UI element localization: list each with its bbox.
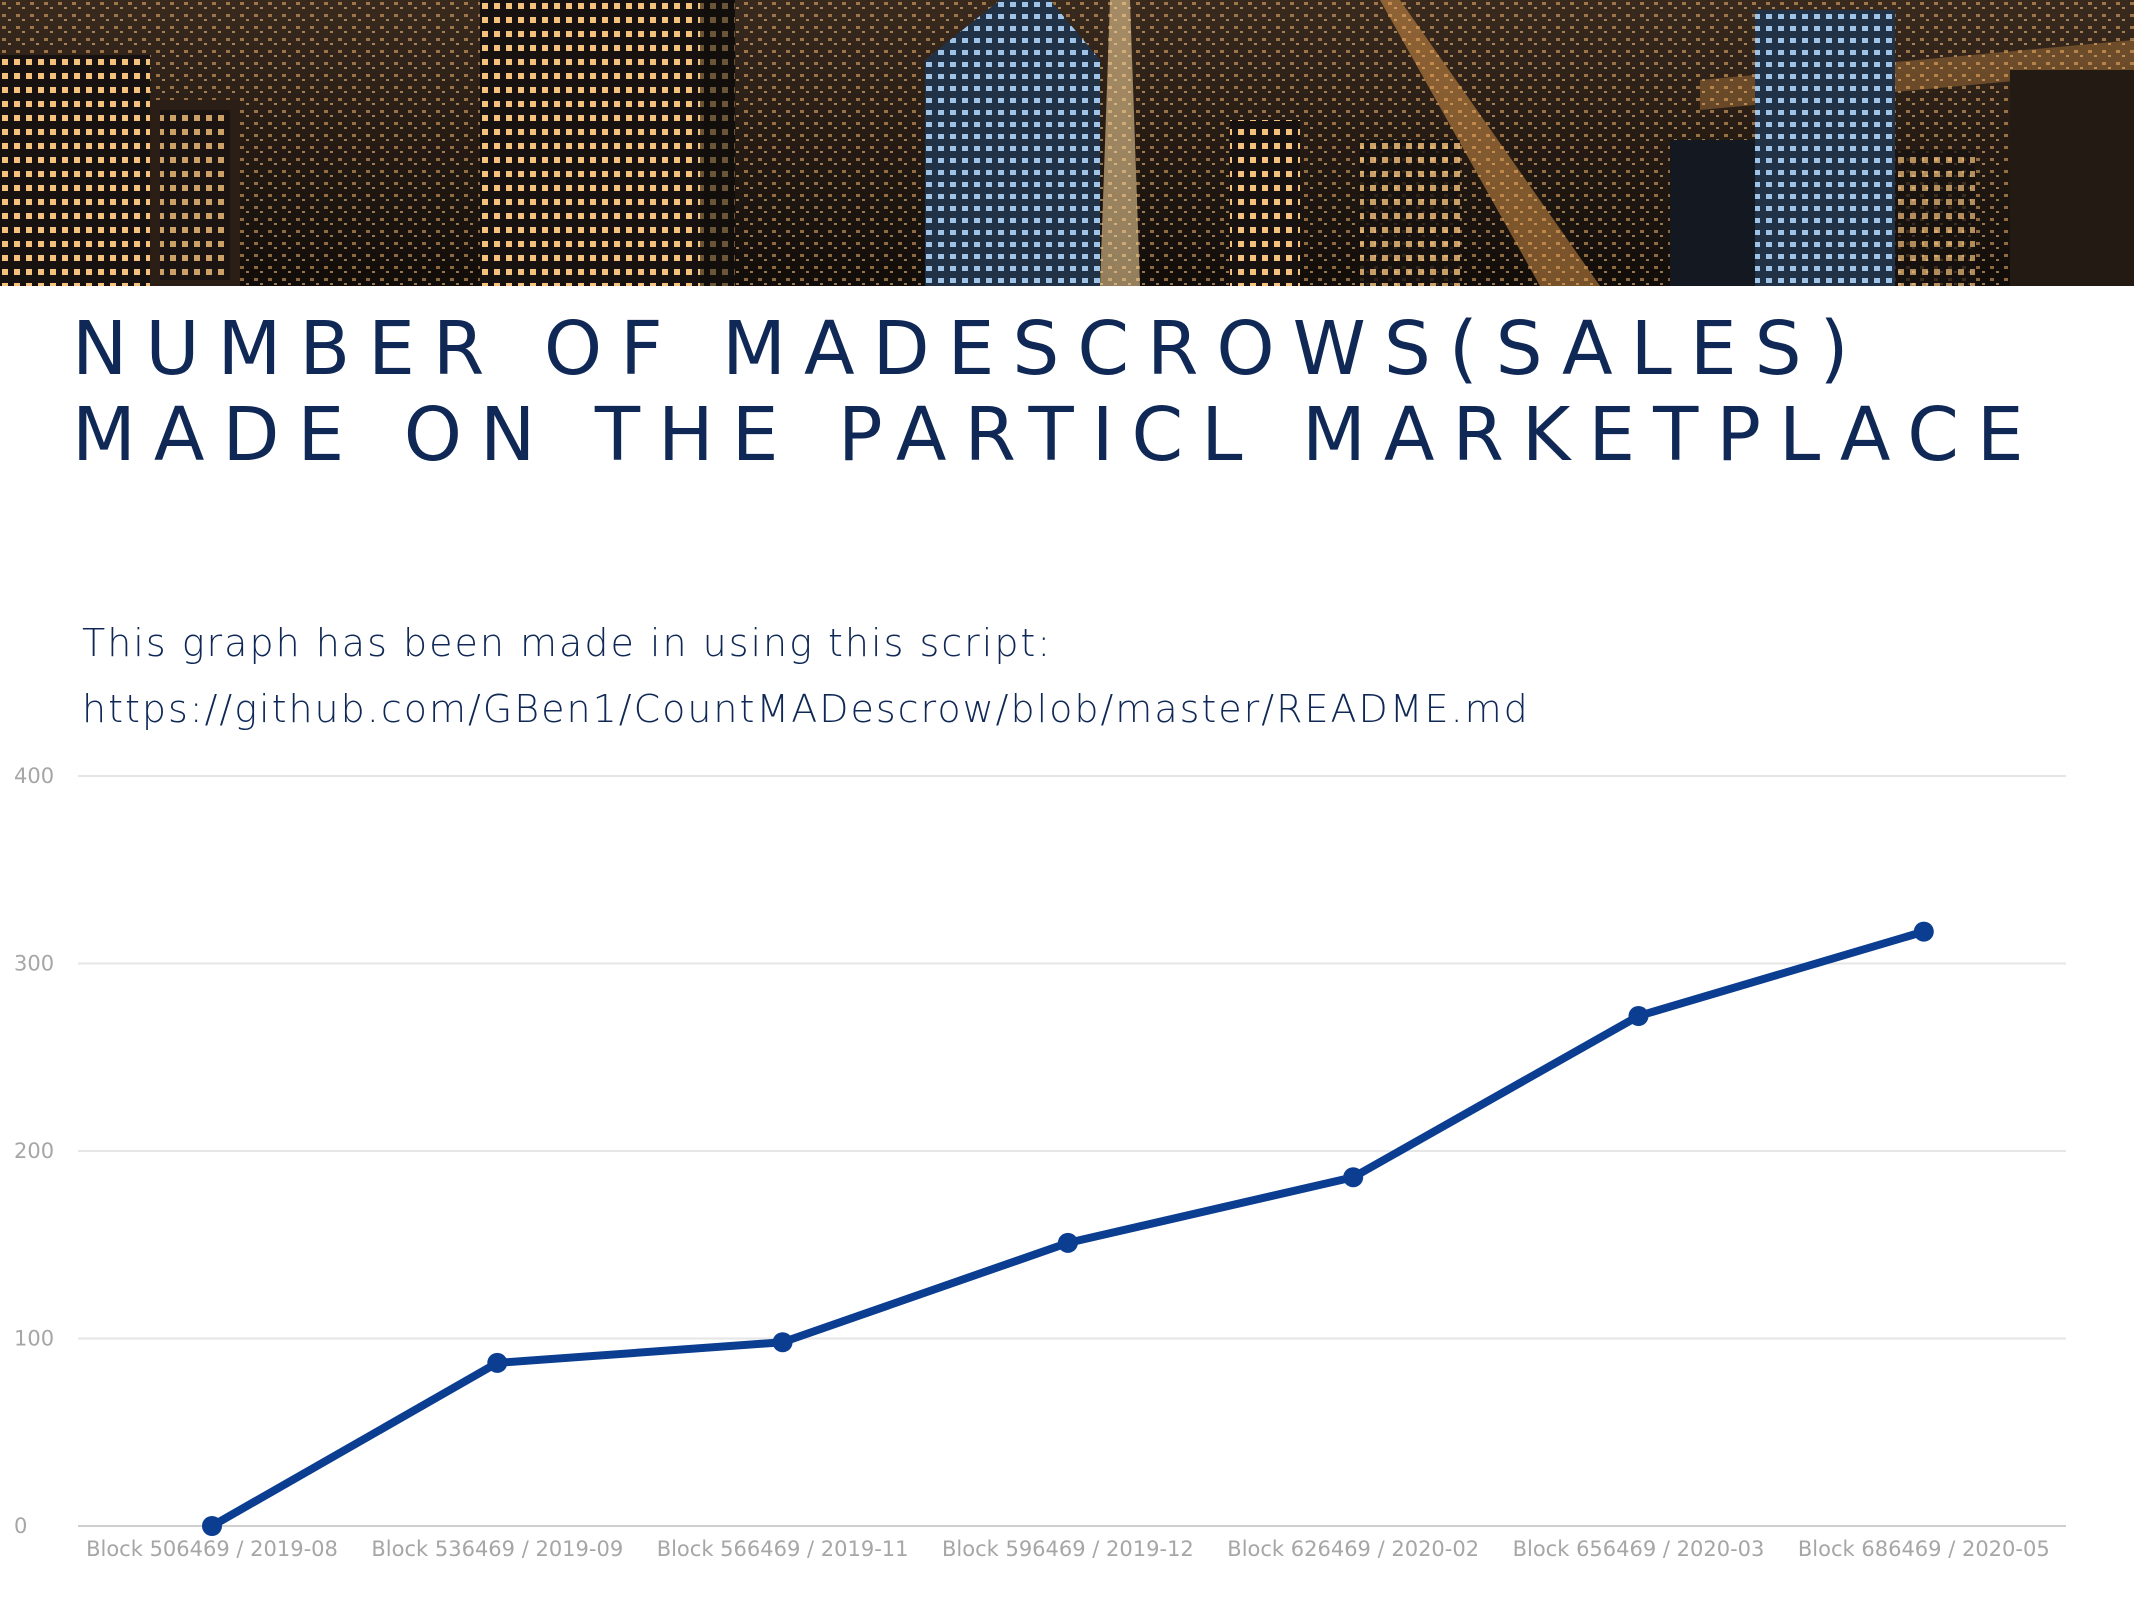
data-point-0-4: [1343, 1167, 1364, 1188]
line-chart-svg: 0 100 200 300 400 Block 506469 / 2019-08 Block…: [14, 764, 2066, 1561]
x-tick-label-1: Block 536469 / 2019-09: [371, 1537, 623, 1561]
x-tick-label-2: Block 566469 / 2019-11: [657, 1537, 909, 1561]
x-tick-label-5: Block 656469 / 2020-03: [1513, 1537, 1765, 1561]
series-line-0: [208, 927, 1928, 1530]
city-skyline-image: [0, 0, 2134, 286]
script-link[interactable]: https://github.com/GBen1/CountMADescrow/…: [82, 687, 1530, 731]
x-tick-label-3: Block 596469 / 2019-12: [942, 1537, 1194, 1561]
data-point-0-2: [772, 1332, 793, 1353]
data-point-0-3: [1057, 1232, 1078, 1253]
data-point-0-6: [1913, 921, 1934, 942]
data-point-0-5: [1628, 1006, 1649, 1026]
y-tick-label-100: 100: [14, 1327, 54, 1351]
x-tick-label-0: Block 506469 / 2019-08: [86, 1537, 338, 1561]
y-tick-label-0: 0: [14, 1514, 27, 1538]
y-tick-label-400: 400: [14, 764, 54, 788]
subtitle: This graph has been made in using this s…: [82, 610, 1530, 742]
line-chart: 0 100 200 300 400 Block 506469 / 2019-08 Block…: [0, 740, 2134, 1600]
data-point-0-1: [487, 1352, 508, 1373]
y-tick-label-200: 200: [14, 1139, 54, 1163]
data-point-0-0: [202, 1516, 222, 1536]
y-tick-label-300: 300: [14, 952, 54, 976]
subtitle-text: This graph has been made in using this s…: [82, 621, 1053, 665]
page-title: NUMBER OF MADESCROWS(SALES) MADE ON THE …: [72, 306, 2042, 478]
x-tick-label-6: Block 686469 / 2020-05: [1798, 1537, 2050, 1561]
x-tick-label-4: Block 626469 / 2020-02: [1227, 1537, 1479, 1561]
